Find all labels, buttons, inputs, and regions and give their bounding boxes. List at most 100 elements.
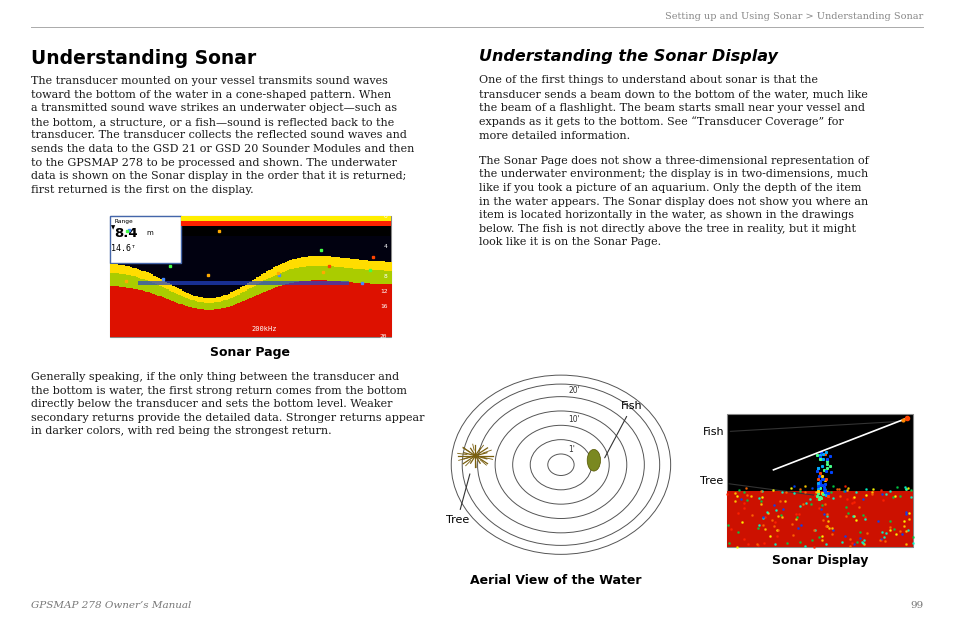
Bar xyxy=(171,292,174,301)
Text: Range: Range xyxy=(114,219,133,224)
Bar xyxy=(271,277,274,289)
Bar xyxy=(275,266,278,274)
Bar xyxy=(212,310,214,337)
Bar xyxy=(223,308,226,337)
Bar xyxy=(129,276,132,288)
Bar xyxy=(185,306,189,337)
Bar xyxy=(190,300,193,307)
Bar xyxy=(253,286,257,296)
Bar xyxy=(308,281,312,337)
Bar xyxy=(110,216,181,263)
Text: 0: 0 xyxy=(383,214,387,219)
Bar xyxy=(296,282,299,337)
Bar xyxy=(370,261,373,270)
Bar xyxy=(256,295,259,337)
Bar xyxy=(247,289,250,299)
Bar xyxy=(282,285,285,337)
Bar xyxy=(178,295,181,303)
Bar xyxy=(225,300,229,307)
Bar xyxy=(279,286,283,337)
Bar xyxy=(261,293,264,337)
Bar xyxy=(330,281,333,337)
Text: 14.6ᵀ: 14.6ᵀ xyxy=(111,244,135,253)
Bar xyxy=(124,266,127,274)
Bar xyxy=(381,261,385,271)
Bar xyxy=(375,261,377,270)
Bar xyxy=(353,282,356,337)
Text: Understanding Sonar: Understanding Sonar xyxy=(30,49,255,69)
Bar xyxy=(338,281,342,337)
Bar xyxy=(239,294,243,302)
Bar xyxy=(258,283,262,294)
Bar xyxy=(311,256,314,266)
Bar xyxy=(169,284,172,290)
Bar xyxy=(124,287,127,337)
Bar xyxy=(355,260,358,269)
Bar xyxy=(247,283,250,289)
Bar xyxy=(148,273,151,281)
Bar xyxy=(252,297,254,337)
Bar xyxy=(119,274,122,287)
Bar xyxy=(169,300,172,337)
Text: Tree: Tree xyxy=(445,474,470,525)
Bar xyxy=(357,283,361,337)
Bar xyxy=(370,270,373,284)
Text: 4: 4 xyxy=(383,244,387,249)
Bar xyxy=(315,256,318,266)
Bar xyxy=(372,270,375,284)
Bar xyxy=(190,295,193,300)
Bar xyxy=(343,258,347,268)
Bar xyxy=(308,266,312,281)
Text: 10': 10' xyxy=(568,415,579,423)
Bar xyxy=(360,269,363,283)
Bar xyxy=(138,281,349,285)
Text: 20: 20 xyxy=(379,334,387,339)
Bar xyxy=(273,276,276,288)
Bar xyxy=(258,294,262,337)
Bar xyxy=(273,288,276,337)
Bar xyxy=(292,260,294,269)
Bar xyxy=(244,300,248,337)
Bar xyxy=(298,258,302,267)
Bar xyxy=(126,266,130,275)
Bar xyxy=(225,307,229,337)
Bar xyxy=(271,289,274,337)
Bar xyxy=(121,266,125,274)
Bar xyxy=(152,283,155,294)
Bar xyxy=(346,258,349,268)
Bar xyxy=(239,302,243,337)
Bar xyxy=(279,264,283,273)
Bar xyxy=(162,297,165,337)
Bar xyxy=(332,257,335,266)
Bar xyxy=(322,256,326,266)
Bar xyxy=(341,268,344,282)
Bar xyxy=(362,269,366,283)
Bar xyxy=(311,281,314,337)
Bar xyxy=(303,281,307,337)
Bar xyxy=(253,279,257,286)
Bar xyxy=(199,309,203,337)
Bar xyxy=(336,257,339,267)
Bar xyxy=(335,257,337,266)
Bar xyxy=(116,265,120,273)
Bar xyxy=(266,279,269,291)
Bar xyxy=(213,302,217,310)
Bar xyxy=(213,298,217,302)
Bar xyxy=(279,273,283,286)
Bar xyxy=(209,310,213,337)
Bar xyxy=(298,267,302,281)
Bar xyxy=(237,295,240,303)
Bar xyxy=(247,299,250,337)
Bar xyxy=(178,289,181,295)
Bar xyxy=(207,303,210,310)
Bar xyxy=(114,273,117,286)
Bar xyxy=(303,257,307,266)
Bar xyxy=(180,305,184,337)
Bar xyxy=(365,260,368,269)
Bar xyxy=(233,297,235,305)
Bar xyxy=(242,292,245,301)
Bar xyxy=(112,273,115,286)
Bar xyxy=(181,221,391,226)
Bar xyxy=(348,259,352,268)
Bar xyxy=(116,286,120,337)
